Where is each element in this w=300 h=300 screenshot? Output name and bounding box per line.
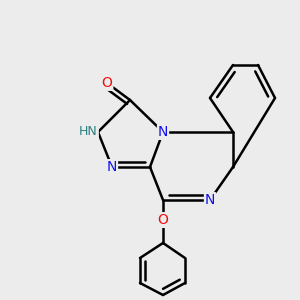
Text: O: O xyxy=(102,76,112,90)
Text: HN: HN xyxy=(79,125,98,139)
Text: O: O xyxy=(158,213,168,227)
Text: N: N xyxy=(205,193,215,207)
Text: N: N xyxy=(107,160,117,174)
Text: N: N xyxy=(158,125,168,139)
